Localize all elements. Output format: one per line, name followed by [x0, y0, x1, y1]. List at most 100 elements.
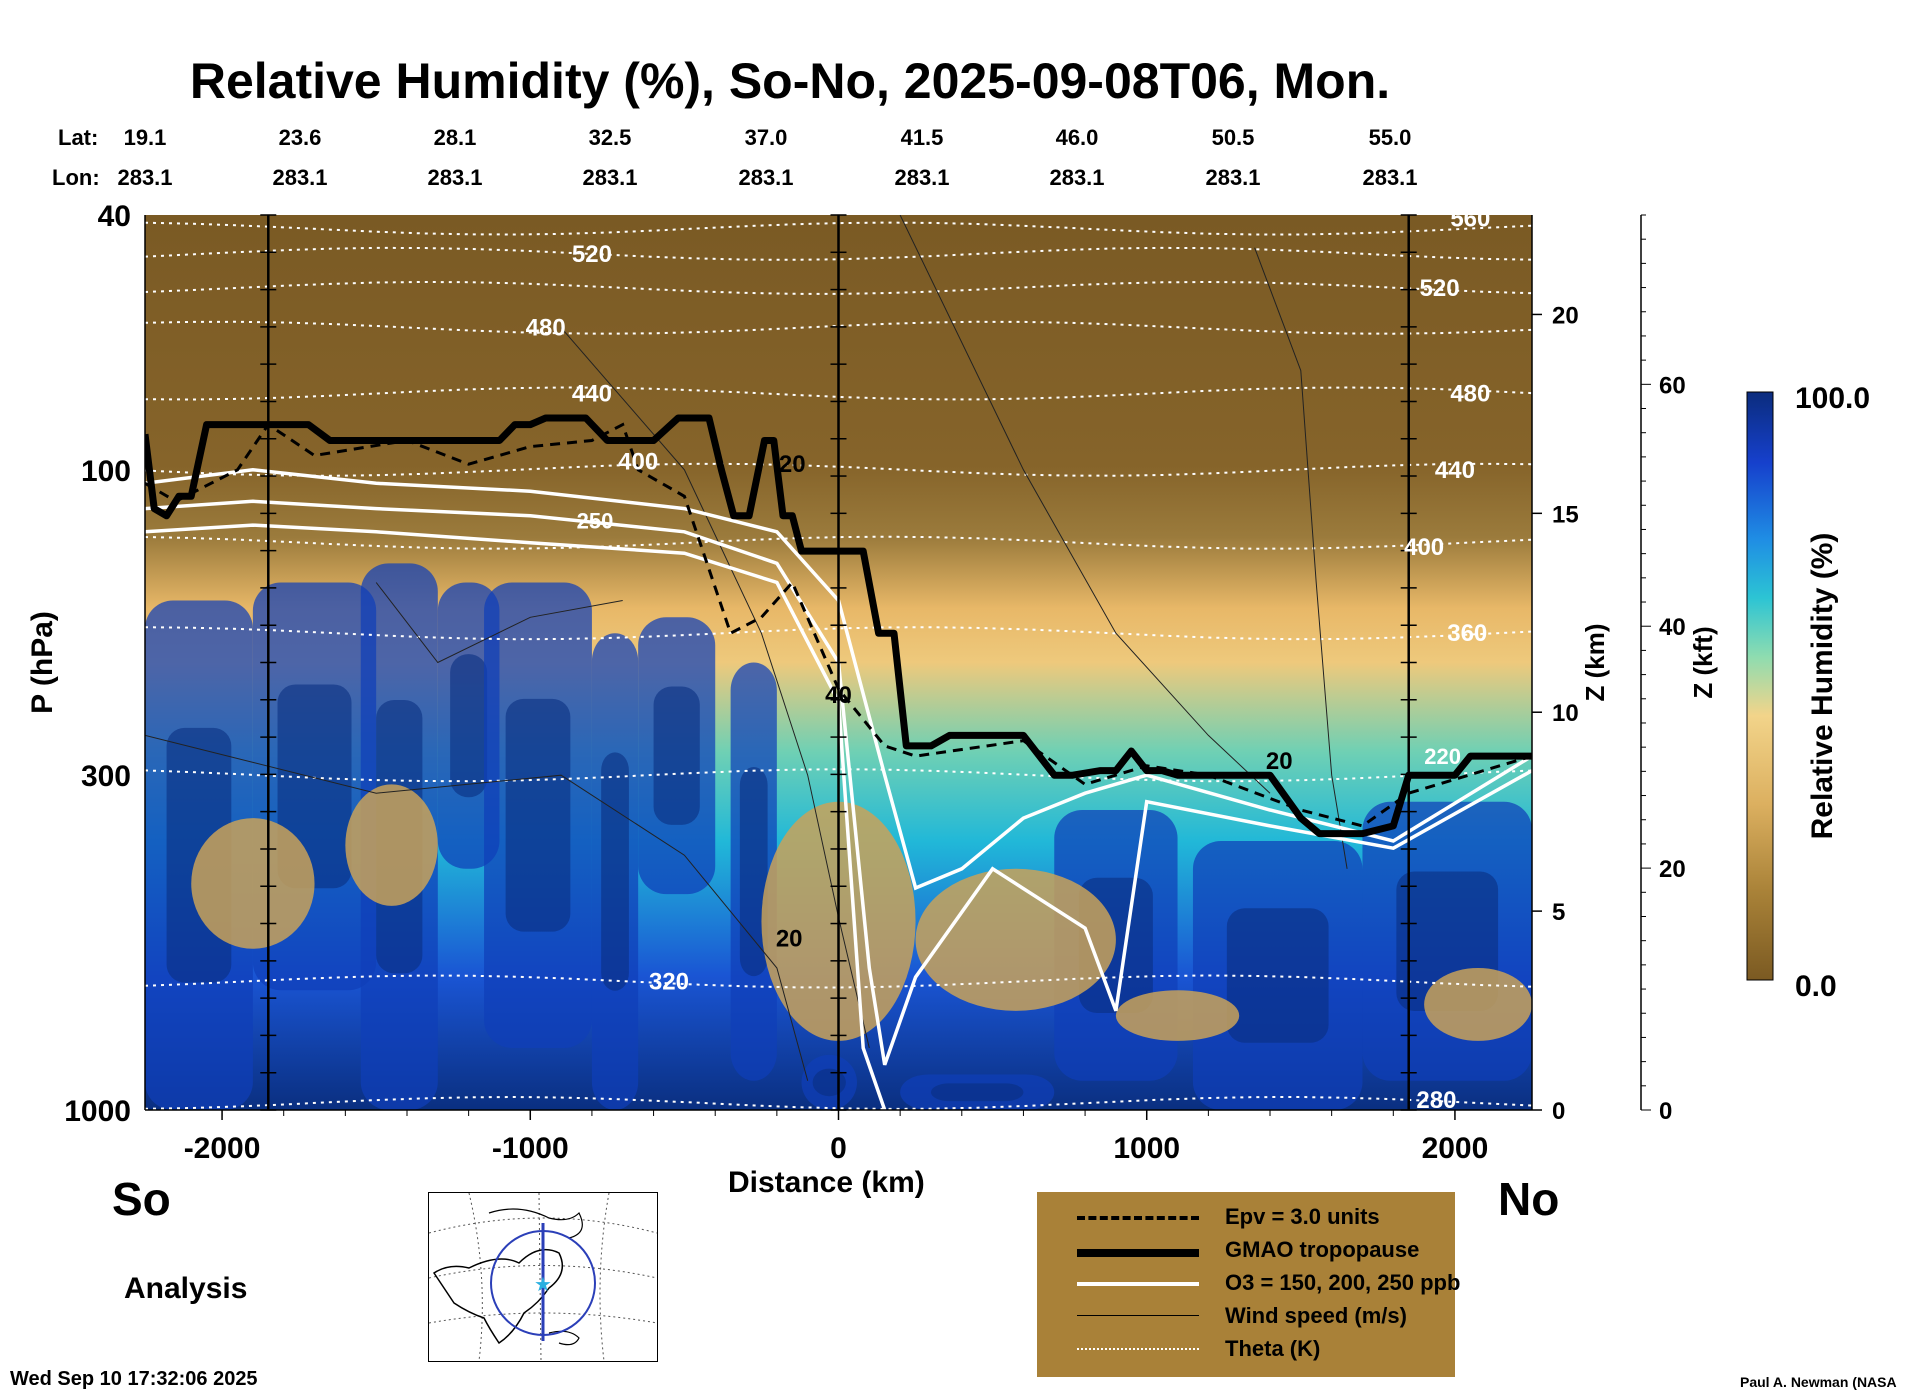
x-tick-label: 2000 — [1422, 1132, 1489, 1165]
ozone-label: 250 — [577, 508, 614, 533]
wind-contour — [145, 734, 809, 1081]
x-tick-label: -2000 — [184, 1132, 261, 1165]
wind-label: 40 — [825, 682, 852, 709]
lat-value: 41.5 — [901, 125, 944, 150]
contour-labels: 280 320 360 400 400 440 440 480 480 520 520 560 20 20… — [526, 205, 1491, 1114]
timestamp: Wed Sep 10 17:32:06 2025 — [10, 1368, 258, 1390]
x-tick-label: 1000 — [1113, 1132, 1180, 1165]
z-kft-label: 40 — [1659, 614, 1686, 641]
ozone-contour — [145, 468, 1532, 891]
colorbar-max: 100.0 — [1795, 382, 1870, 415]
analysis-label: Analysis — [124, 1272, 248, 1305]
colorbar-min: 0.0 — [1795, 970, 1837, 1003]
legend-label: Wind speed (m/s) — [1225, 1303, 1407, 1328]
z-kft-label: 60 — [1659, 372, 1686, 399]
wind-label: 20 — [1266, 748, 1293, 775]
lat-value: 23.6 — [279, 125, 322, 150]
north-label: No — [1498, 1173, 1560, 1225]
dry-region — [345, 784, 438, 906]
legend-item: GMAO tropopause — [1037, 1235, 1455, 1267]
dry-region — [191, 818, 315, 949]
theta-label: 400 — [618, 448, 658, 475]
credit: Paul A. Newman (NASA — [1740, 1374, 1897, 1390]
theta-label: 520 — [572, 241, 612, 268]
lat-value: 37.0 — [745, 125, 788, 150]
theta-label: 280 — [1416, 1087, 1456, 1114]
legend-label: Theta (K) — [1225, 1336, 1321, 1361]
lat-value: 50.5 — [1212, 125, 1255, 150]
moist-core — [653, 686, 700, 825]
y-axis-title: P (hPa) — [26, 611, 59, 714]
theta-label: 320 — [649, 969, 689, 996]
legend-swatch — [1077, 1249, 1199, 1257]
lon-value: 283.1 — [1049, 165, 1104, 190]
dry-region — [915, 868, 1116, 1011]
theta-label: 480 — [526, 315, 566, 342]
lat-value: 19.1 — [124, 125, 167, 150]
y-tick-label: 300 — [81, 760, 131, 793]
lon-value: 283.1 — [272, 165, 327, 190]
moist-core — [505, 698, 571, 932]
wind-label: 20 — [779, 451, 806, 478]
theta-label: 560 — [1450, 205, 1490, 232]
lat-prefix: Lat: — [58, 125, 98, 150]
colorbar: 100.0 0.0 Relative Humidity (%) — [1746, 382, 1870, 1003]
lon-value: 283.1 — [427, 165, 482, 190]
legend-label: Epv = 3.0 units — [1225, 1204, 1380, 1229]
ozone-contours — [145, 468, 1532, 1110]
legend-swatch — [1077, 1282, 1199, 1286]
x-tick-label: -1000 — [492, 1132, 569, 1165]
legend-swatch — [1077, 1348, 1199, 1350]
legend-label: GMAO tropopause — [1225, 1237, 1420, 1262]
z-km-label: 0 — [1552, 1098, 1565, 1125]
legend-swatch — [1077, 1315, 1199, 1316]
ozone-contour — [145, 499, 1532, 1066]
theta-label: 360 — [1447, 620, 1487, 647]
y-tick-label: 100 — [81, 455, 131, 488]
section-lines — [260, 214, 1417, 1111]
z-km-label: 15 — [1552, 501, 1579, 528]
y-tick-label: 40 — [98, 200, 131, 233]
z-kft-label: 20 — [1659, 856, 1686, 883]
moist-core — [739, 767, 768, 977]
legend: Epv = 3.0 units GMAO tropopause O3 = 150, … — [1037, 1192, 1460, 1377]
lon-value: 283.1 — [1362, 165, 1417, 190]
z-km-label: 10 — [1552, 700, 1579, 727]
lat-value: 55.0 — [1369, 125, 1412, 150]
wind-contour — [899, 215, 1271, 794]
moist-core — [601, 752, 629, 991]
z-km-label: 20 — [1552, 302, 1579, 329]
ozone-label: 220 — [1424, 744, 1461, 769]
lon-prefix: Lon: — [52, 165, 100, 190]
legend-item: O3 = 150, 200, 250 ppb — [1037, 1268, 1460, 1300]
z-kft-title: Z (kft) — [1688, 626, 1718, 698]
dry-region — [1115, 990, 1240, 1041]
wind-contour — [560, 327, 870, 1049]
z-km-label: 5 — [1552, 899, 1565, 926]
legend-label: O3 = 150, 200, 250 ppb — [1225, 1270, 1461, 1295]
colorbar-title: Relative Humidity (%) — [1806, 533, 1839, 840]
moist-core — [450, 654, 488, 798]
lon-value: 283.1 — [582, 165, 637, 190]
theta-label: 480 — [1450, 380, 1490, 407]
wind-label: 20 — [776, 926, 803, 953]
locator-map: ★ — [428, 1192, 658, 1362]
moist-core — [1226, 908, 1329, 1043]
wind-contour — [375, 582, 623, 664]
theta-label: 520 — [1420, 275, 1460, 302]
chart-title: Relative Humidity (%), So-No, 2025-09-08… — [189, 53, 1391, 109]
lat-value: 46.0 — [1056, 125, 1099, 150]
lon-value: 283.1 — [738, 165, 793, 190]
south-label: So — [112, 1173, 171, 1225]
svg-text:★: ★ — [534, 1272, 552, 1296]
lon-value: 283.1 — [894, 165, 949, 190]
legend-item: Theta (K) — [1037, 1334, 1455, 1366]
wind-contour — [1254, 247, 1348, 869]
x-axis-label: Distance (km) — [728, 1166, 925, 1199]
theta-label: 400 — [1404, 534, 1444, 561]
wind-contours — [145, 215, 1348, 1081]
moist-core — [930, 1083, 1024, 1102]
